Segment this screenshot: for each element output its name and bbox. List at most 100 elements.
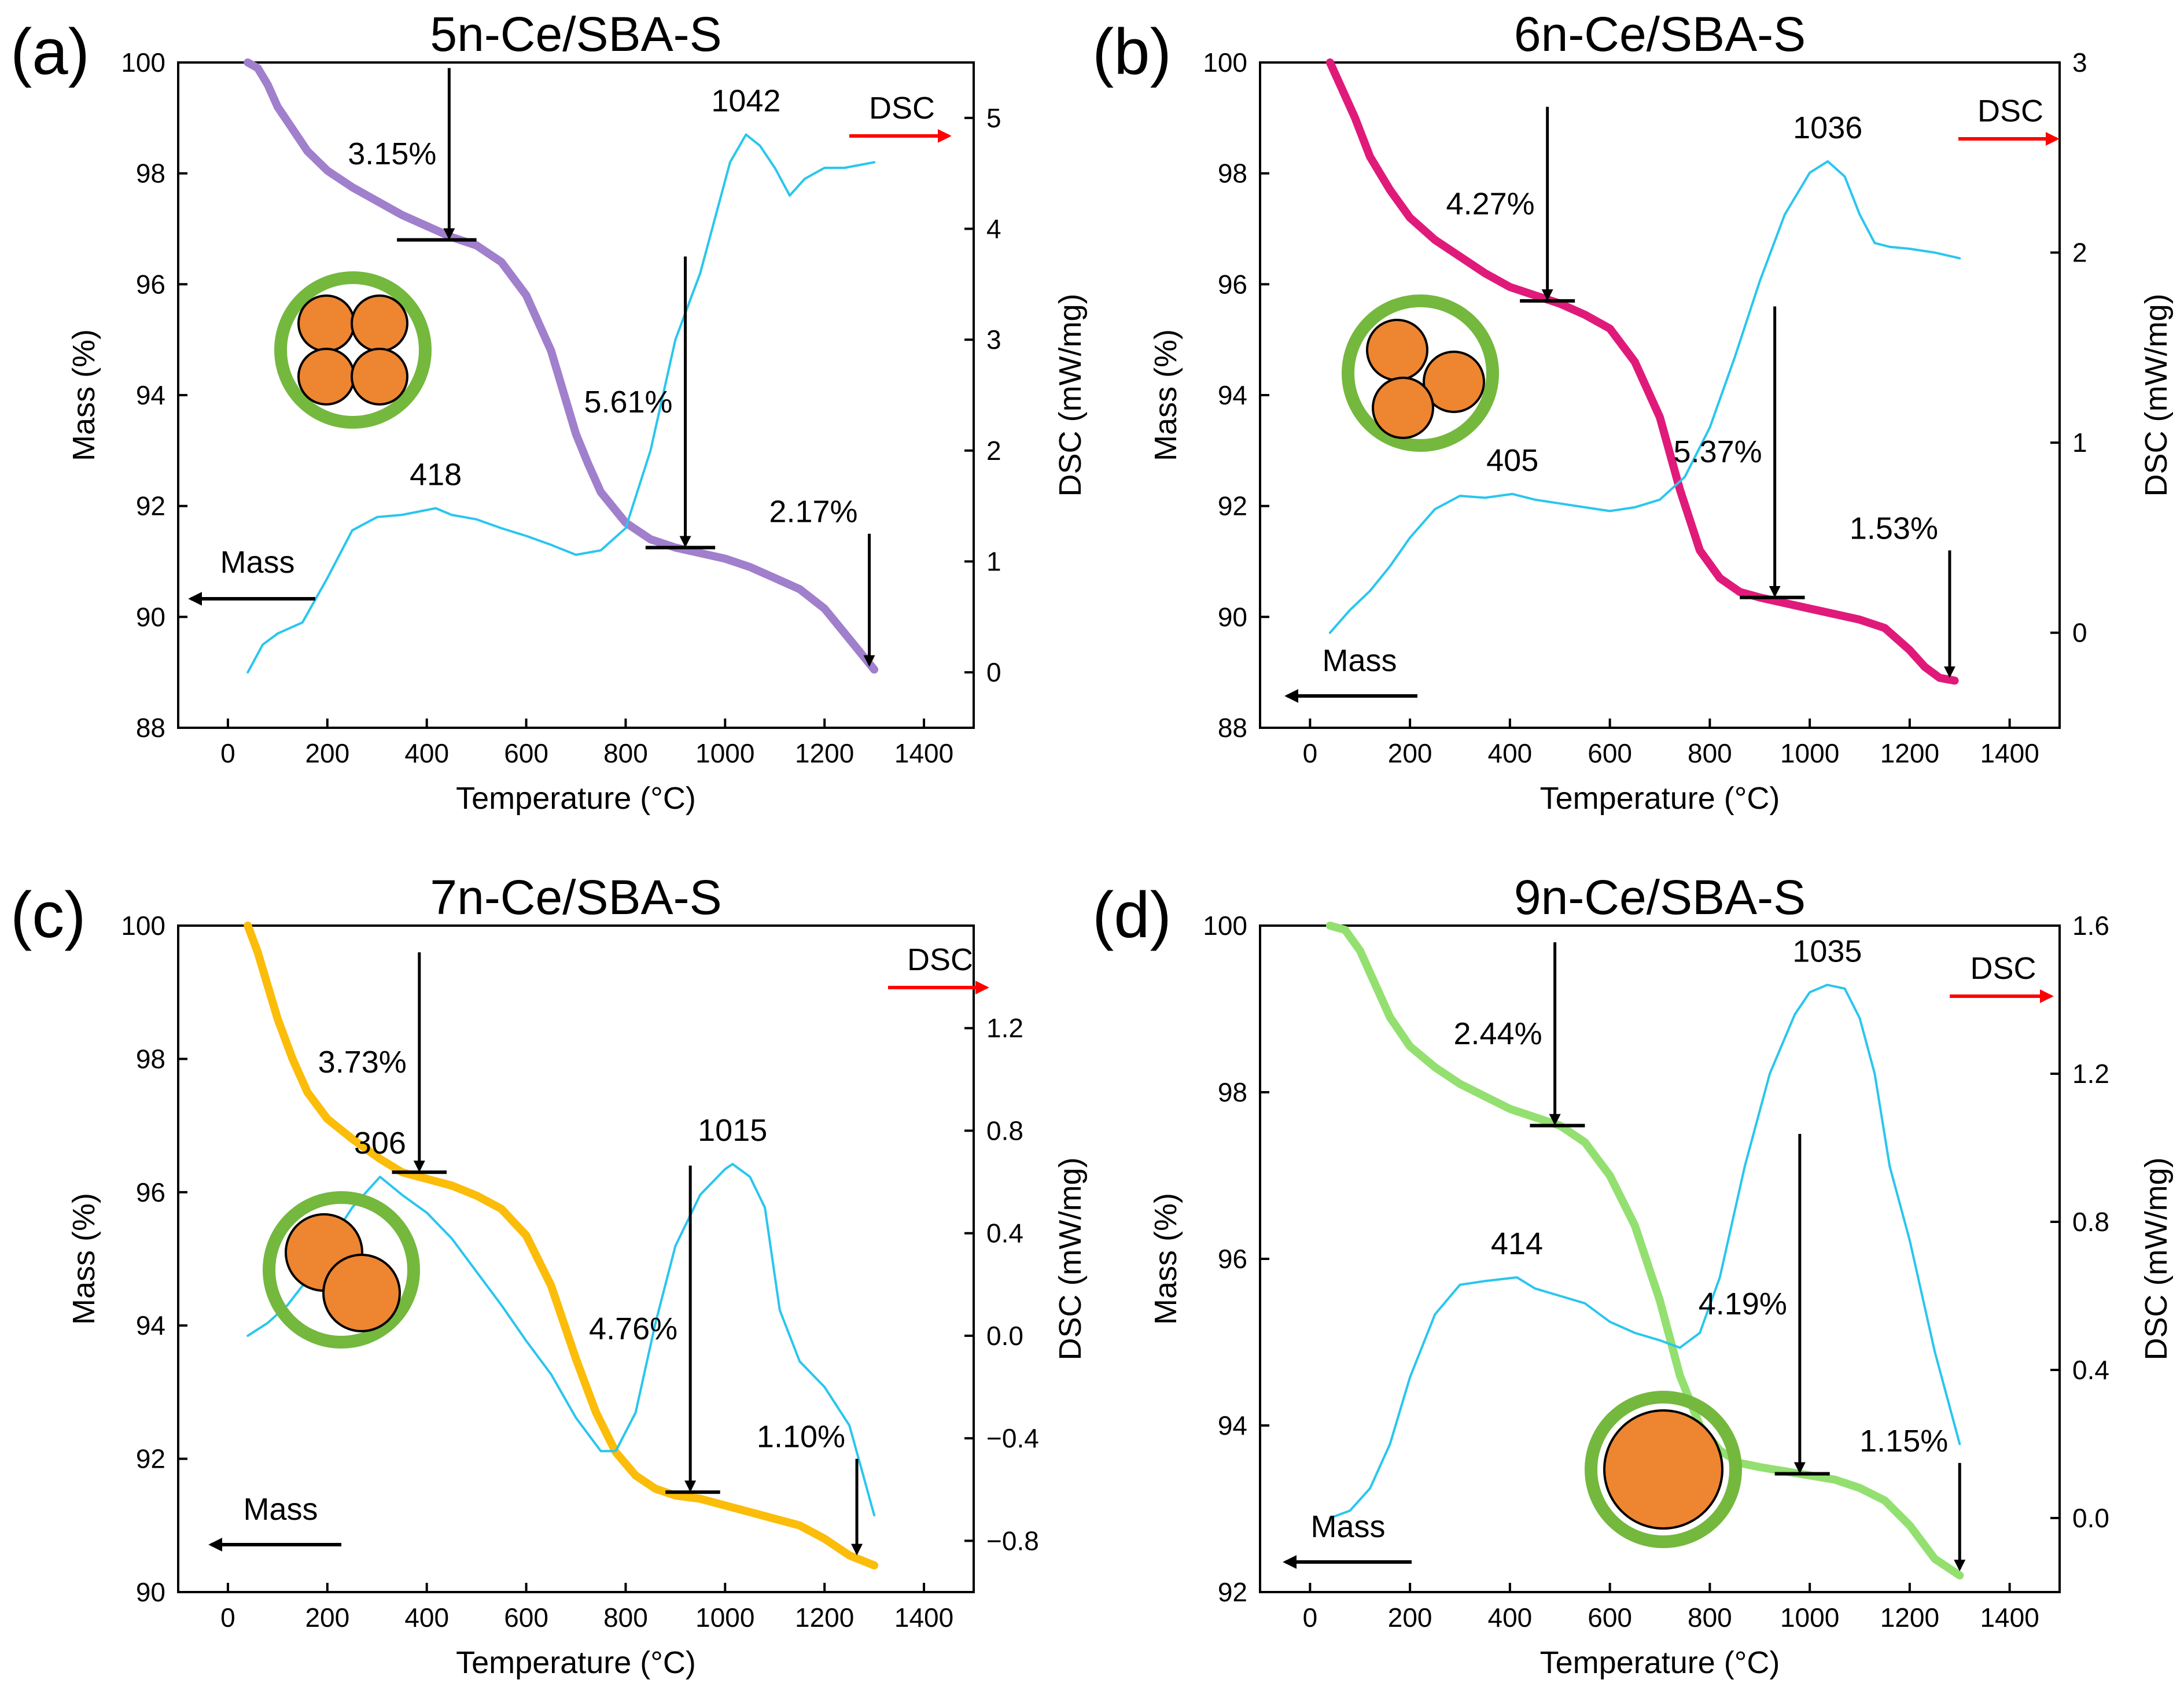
x-tick-label: 800 (1688, 1602, 1732, 1633)
x-tick-label: 0 (220, 1602, 235, 1633)
panel-title: 7n-Ce/SBA-S (430, 870, 721, 924)
dsc-curve (246, 133, 876, 674)
y-left-tick-label: 88 (136, 713, 165, 743)
x-tick-label: 400 (1488, 738, 1533, 768)
y-left-axis-label: Mass (%) (1148, 329, 1183, 461)
panel-title: 9n-Ce/SBA-S (1514, 870, 1806, 924)
y-right-tick-label: 0 (986, 657, 1001, 687)
mass-loss-label: 5.61% (584, 385, 672, 419)
y-left-tick-label: 90 (136, 602, 165, 632)
mass-curve (244, 922, 879, 1570)
y-left-tick-label: 98 (1218, 159, 1247, 189)
x-tick-label: 0 (220, 738, 235, 768)
x-tick-label: 1400 (1980, 1602, 2039, 1633)
mass-loss-label: 2.17% (769, 495, 857, 529)
y-right-tick-label: 0.8 (986, 1115, 1023, 1145)
mass-loss-label: 3.15% (348, 137, 436, 171)
pore-schematic (1342, 294, 1499, 452)
y-right-tick-label: 1.6 (2072, 911, 2109, 941)
x-tick-label: 800 (603, 738, 648, 768)
x-tick-label: 200 (1388, 738, 1432, 768)
x-tick-label: 1000 (1780, 1602, 1839, 1633)
pore-schematic (1585, 1391, 1742, 1548)
mass-loss-label: 1.10% (757, 1420, 845, 1454)
y-right-tick-label: 3 (986, 325, 1001, 355)
x-tick-label: 800 (1688, 738, 1732, 768)
y-right-tick-label: 0 (2072, 618, 2087, 648)
x-tick-label: 800 (603, 1602, 648, 1633)
y-right-tick-label: −0.4 (986, 1423, 1039, 1453)
dsc-direction-label: DSC (869, 91, 935, 126)
mass-direction-label: Mass (243, 1492, 318, 1527)
y-right-tick-label: 0.0 (986, 1321, 1023, 1351)
y-right-axis-label: DSC (mW/mg) (1053, 294, 1088, 497)
x-axis-label: Temperature (°C) (456, 1645, 696, 1680)
y-right-tick-label: 0.8 (2072, 1207, 2109, 1237)
y-left-tick-label: 94 (1218, 380, 1247, 410)
x-tick-label: 400 (404, 1602, 449, 1633)
y-right-tick-label: 5 (986, 103, 1001, 133)
panel-title: 5n-Ce/SBA-S (430, 7, 721, 61)
mass-loss-label: 1.53% (1850, 511, 1938, 546)
y-left-tick-label: 90 (1218, 602, 1247, 632)
mass-loss-label: 3.73% (318, 1045, 407, 1080)
x-tick-label: 1200 (1880, 738, 1939, 768)
y-left-tick-label: 96 (136, 1177, 165, 1207)
y-right-tick-label: 0.4 (2072, 1355, 2109, 1385)
mass-loss-label: 5.37% (1674, 434, 1762, 469)
x-tick-label: 200 (305, 1602, 349, 1633)
mass-loss-label: 4.19% (1699, 1287, 1787, 1321)
mass-loss-label: 4.76% (589, 1312, 677, 1346)
dsc-peak-label: 1036 (1793, 110, 1862, 145)
y-left-tick-label: 92 (136, 1444, 165, 1474)
y-left-tick-label: 100 (121, 47, 165, 78)
panel-c: (c) 7n-Ce/SBA-S 0 200 400 600 800 1000 1200 1400 9… (10, 870, 1088, 1680)
y-left-tick-label: 92 (1218, 491, 1247, 521)
y-left-axis-label: Mass (%) (67, 329, 101, 461)
y-left-tick-label: 96 (1218, 1244, 1247, 1274)
dsc-peak-label: 306 (354, 1126, 406, 1161)
ceria-particle (1366, 319, 1428, 381)
pore-schematic (263, 1191, 420, 1349)
y-right-tick-label: 1 (2072, 428, 2087, 458)
x-tick-label: 0 (1303, 1602, 1318, 1633)
x-tick-label: 1000 (1780, 738, 1839, 768)
x-tick-label: 600 (504, 738, 548, 768)
x-axis-label: Temperature (°C) (456, 781, 696, 816)
x-axis-label: Temperature (°C) (1540, 1645, 1780, 1680)
y-right-axis-label: DSC (mW/mg) (2139, 1158, 2174, 1361)
mass-loss-label: 1.15% (1859, 1424, 1948, 1458)
ceria-particle (351, 294, 408, 352)
ceria-particle (1423, 351, 1485, 413)
mass-loss-label: 4.27% (1446, 186, 1535, 221)
y-right-tick-label: 3 (2072, 47, 2087, 78)
y-right-tick-label: 0.4 (986, 1218, 1023, 1248)
dsc-direction-label: DSC (1970, 951, 2036, 986)
y-left-tick-label: 96 (1218, 269, 1247, 299)
y-right-tick-label: −0.8 (986, 1526, 1039, 1556)
dsc-direction-label: DSC (1977, 94, 2043, 128)
y-right-axis-label: DSC (mW/mg) (2139, 294, 2174, 497)
ceria-particle (351, 348, 408, 406)
dsc-curve (1328, 983, 1961, 1519)
y-right-tick-label: 0.0 (2072, 1503, 2109, 1533)
panel-letter: (c) (10, 879, 86, 951)
x-tick-label: 600 (1588, 738, 1632, 768)
pore-schematic (274, 271, 432, 429)
x-tick-label: 1000 (695, 1602, 754, 1633)
y-left-tick-label: 100 (1203, 47, 1247, 78)
y-right-tick-label: 1.2 (986, 1013, 1023, 1043)
x-tick-label: 200 (1388, 1602, 1432, 1633)
mass-loss-label: 2.44% (1453, 1016, 1542, 1051)
x-tick-label: 200 (305, 738, 349, 768)
y-left-axis-label: Mass (%) (67, 1193, 101, 1325)
x-tick-label: 600 (1588, 1602, 1632, 1633)
y-left-tick-label: 94 (136, 380, 165, 410)
mass-curve (1325, 58, 1959, 685)
dsc-curve (246, 1163, 876, 1517)
panel-title: 6n-Ce/SBA-S (1514, 7, 1806, 61)
y-left-tick-label: 100 (1203, 911, 1247, 941)
dsc-peak-label: 1015 (698, 1113, 767, 1148)
mass-direction-label: Mass (220, 545, 294, 580)
